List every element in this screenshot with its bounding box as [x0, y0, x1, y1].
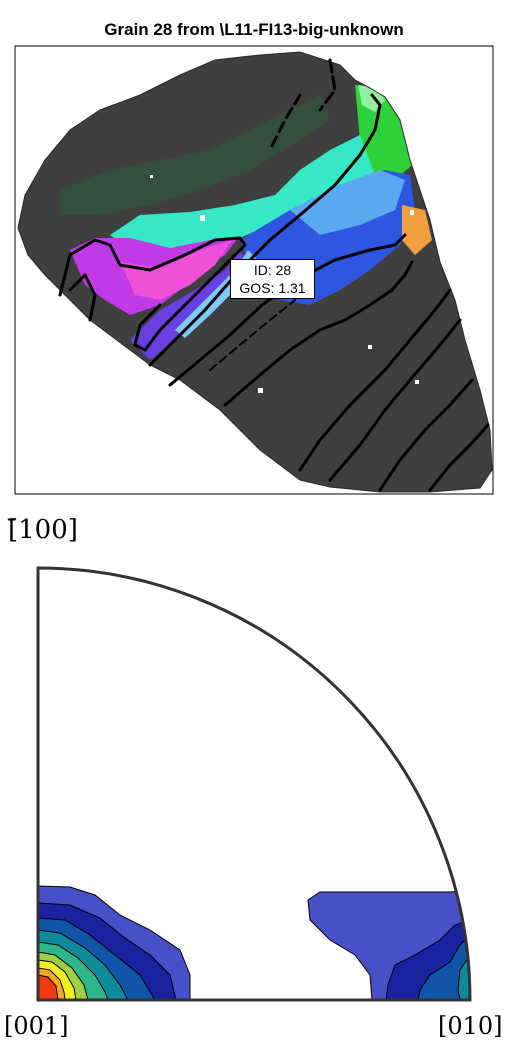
speck [410, 210, 414, 215]
pole-figure-outline [36, 566, 472, 1002]
green-speckle [60, 95, 330, 215]
speck [415, 380, 419, 384]
boundary-lower-3 [378, 378, 474, 492]
speck [368, 345, 372, 349]
orientation-map [14, 45, 494, 495]
grain-id-text: ID: 28 [253, 262, 292, 278]
boundary-left [68, 273, 97, 322]
figure-title: Grain 28 from \L11-FI13-big-unknown [104, 20, 404, 39]
right-contour-level-3 [417, 933, 470, 1000]
boundary-top [318, 58, 337, 112]
cyan-patch [110, 135, 375, 250]
speck [200, 215, 205, 221]
orange-patch [402, 205, 432, 255]
speck [258, 388, 263, 393]
right-contour-level-4 [457, 953, 470, 1000]
boundary-main-1 [58, 236, 247, 352]
pink-patch [120, 240, 232, 300]
grain-outline [17, 51, 493, 493]
boundary-lower-2 [328, 318, 462, 482]
boundary-top-2 [268, 93, 302, 152]
boundary-lower-1 [298, 288, 452, 472]
pole-figure [36, 566, 472, 1002]
boundary-main-4 [223, 260, 414, 407]
map-frame [14, 45, 494, 495]
grain-gos-text: GOS: 1.31 [239, 280, 306, 296]
boundary-lower-4 [428, 423, 490, 492]
left-contour-level-9 [38, 974, 59, 1000]
boundary-mid [209, 299, 296, 371]
violet-patch [130, 250, 250, 360]
boundary-main-2 [148, 93, 382, 367]
pole-figure-top-label: [̄100] [8, 515, 78, 545]
grain-annotation: ID: 28 GOS: 1.31 [230, 259, 315, 299]
speck [150, 175, 153, 178]
light-blue-band [290, 170, 405, 235]
